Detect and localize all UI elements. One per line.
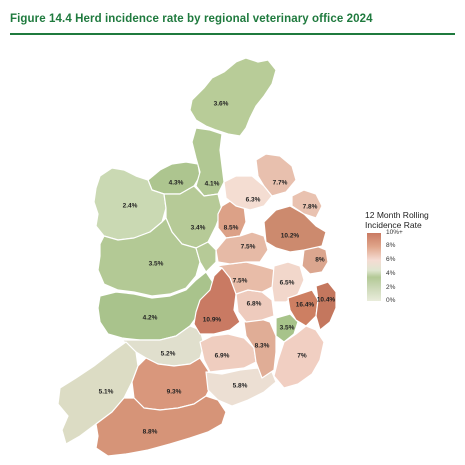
region-rate-label: 2.4% [123,203,138,210]
legend-tick: 0% [386,297,396,304]
legend-title: 12 Month Rolling Incidence Rate [365,210,460,230]
legend-tick: 10%+ [386,229,403,236]
legend-tick: 2% [386,284,396,291]
region-rate-label: 10.4% [317,297,336,304]
legend-tick: 8% [386,242,396,249]
region-rate-label: 7% [297,353,307,360]
region-louth [291,189,323,219]
legend-title-line2: Incidence Rate [365,220,422,230]
region-kildare [271,261,305,303]
region-kilkenny [243,317,277,379]
region-rate-label: 4.3% [169,180,184,187]
region-rate-label: 10.2% [281,233,300,240]
region-rate-label: 6.3% [246,197,261,204]
region-cavan [223,175,273,211]
region-rate-label: 6.8% [247,301,262,308]
region-waterford [205,367,277,407]
region-rate-label: 4.2% [143,315,158,322]
region-rate-label: 5.2% [161,351,176,358]
region-rate-label: 6.5% [280,280,295,287]
region-galway [97,217,201,297]
region-monaghan [255,153,297,197]
region-rate-label: 7.7% [273,180,288,187]
region-north-tipperary [193,267,241,335]
region-wicklow-east [315,281,337,331]
region-donegal [189,57,277,137]
region-rate-label: 4.1% [205,181,220,188]
region-rate-label: 8.5% [224,225,239,232]
legend-title-line1: 12 Month Rolling [365,210,429,220]
title-divider [10,33,455,35]
figure-title: Figure 14.4 Herd incidence rate by regio… [10,13,373,25]
region-carlow [275,313,299,343]
region-rate-label: 5.1% [99,389,114,396]
region-rate-label: 3.4% [191,225,206,232]
region-rate-label: 7.5% [233,278,248,285]
region-rate-label: 10.9% [203,317,222,324]
region-rate-label: 3.5% [280,325,295,332]
region-rate-label: 8.8% [143,429,158,436]
region-rate-label: 7.8% [303,204,318,211]
region-rate-label: 7.5% [241,244,256,251]
region-labels: 3.6% 4.3% 4.1% 2.4% 3.4% 3.5% 4.2% 5.2% 5.1% 9.3%… [99,101,336,436]
region-rate-label: 3.5% [149,261,164,268]
region-meath [263,205,327,253]
region-rate-label: 8% [315,257,325,264]
legend-tick: 4% [386,270,396,277]
region-rate-label: 6.9% [215,353,230,360]
region-rate-label: 9.3% [167,389,182,396]
region-rate-label: 8.3% [255,343,270,350]
region-westmeath [215,231,269,265]
region-south-cork [95,395,227,457]
region-rate-label: 5.8% [233,383,248,390]
legend-tick: 6% [386,256,396,263]
region-rate-label: 3.6% [214,101,229,108]
legend-color-scale [367,233,381,301]
region-east-galway [195,241,217,273]
region-wexford [273,325,325,389]
region-rate-label: 16.4% [296,302,315,309]
